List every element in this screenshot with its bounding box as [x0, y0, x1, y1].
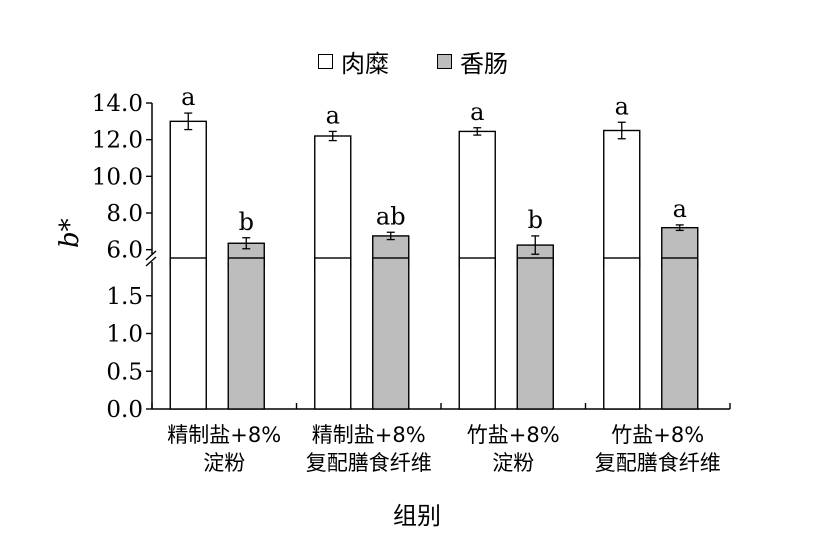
x-category-label: 复配膳食纤维 — [595, 451, 721, 475]
bar-sausage-lower — [661, 257, 699, 410]
y-tick-label: 12.0 — [92, 128, 143, 154]
x-axis-label: 组别 — [393, 502, 441, 530]
legend-swatch-series-1 — [318, 54, 333, 69]
y-tick-label: 14.0 — [92, 91, 143, 117]
significance-letter: b — [239, 208, 254, 236]
bar-sausage-lower — [516, 257, 554, 410]
legend: 肉糜 香肠 — [318, 44, 556, 79]
y-tick-label: 6.0 — [106, 238, 143, 264]
significance-letter: a — [615, 92, 629, 120]
x-category-label: 精制盐+8% — [167, 423, 281, 447]
significance-letter: ab — [376, 202, 406, 230]
y-tick-label: 0.0 — [106, 397, 143, 423]
legend-swatch-series-2 — [437, 54, 452, 69]
y-tick-label: 1.0 — [106, 322, 143, 348]
y-tick-label: 1.5 — [106, 284, 143, 310]
bar-mince-lower — [603, 257, 641, 410]
significance-letter: a — [470, 98, 484, 126]
significance-letter: a — [181, 83, 195, 111]
legend-item-series-1: 肉糜 — [318, 44, 389, 79]
x-category-label: 竹盐+8% — [467, 423, 560, 447]
y-tick-label: 10.0 — [92, 164, 143, 190]
bar-sausage-lower — [372, 257, 410, 410]
bar-mince-lower — [458, 257, 496, 410]
legend-item-series-2: 香肠 — [437, 44, 508, 79]
bar-mince-upper — [314, 135, 352, 269]
x-category-label: 竹盐+8% — [611, 423, 704, 447]
bar-sausage-lower — [227, 257, 265, 410]
bar-mince-upper — [169, 120, 207, 269]
bar-mince-lower — [314, 257, 352, 410]
legend-label-series-1: 肉糜 — [341, 50, 389, 78]
y-axis-label: b* — [55, 218, 85, 248]
axis-break-mark — [145, 250, 157, 261]
axis-break-mark — [145, 256, 157, 267]
x-category-label: 复配膳食纤维 — [306, 451, 432, 475]
bar-mince-upper — [458, 130, 496, 269]
significance-letter: a — [326, 101, 340, 129]
y-tick-label: 8.0 — [106, 201, 143, 227]
significance-letter: b — [528, 206, 543, 234]
x-category-label: 淀粉 — [492, 451, 534, 475]
x-category-label: 精制盐+8% — [312, 423, 426, 447]
significance-letter: a — [673, 195, 687, 223]
legend-label-series-2: 香肠 — [460, 50, 508, 78]
x-category-label: 淀粉 — [203, 451, 245, 475]
bar-mince-upper — [603, 129, 641, 269]
bar-mince-lower — [169, 257, 207, 410]
y-tick-label: 0.5 — [106, 359, 143, 385]
